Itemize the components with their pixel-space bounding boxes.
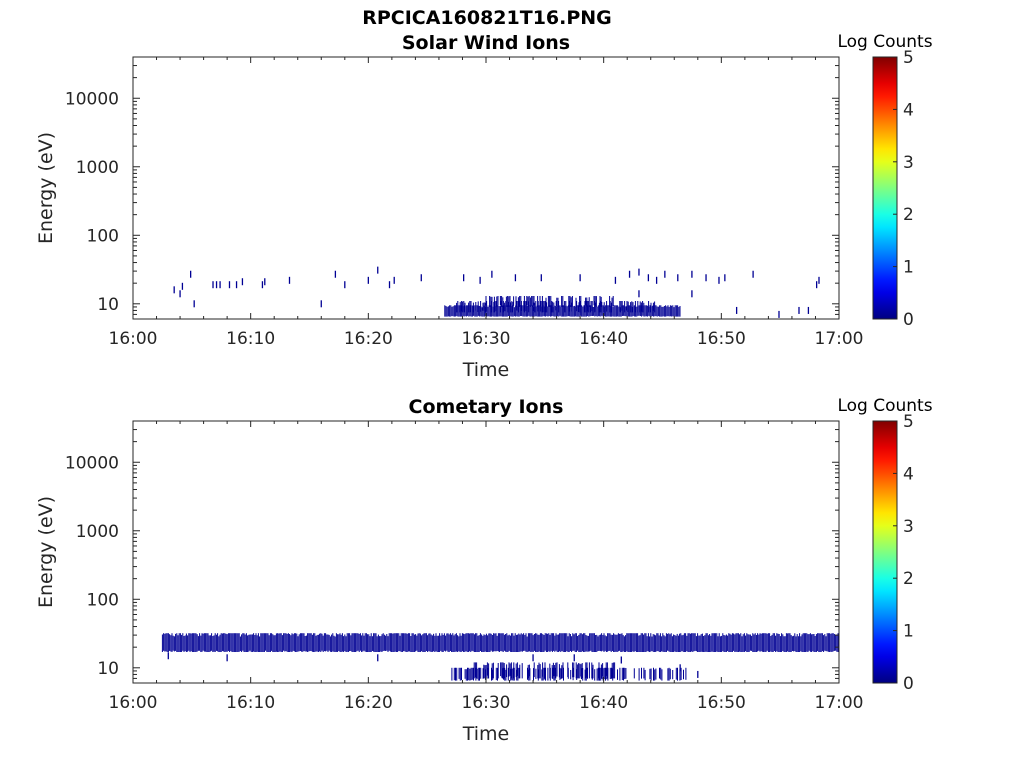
axes-frame [132, 56, 840, 320]
figure-title: RPCICA160821T16.PNG [362, 7, 612, 29]
x-tick-label: 16:40 [579, 329, 628, 349]
panel-title: Cometary Ions [409, 396, 564, 418]
y-tick-label: 10 [97, 295, 119, 315]
x-axis-label: Time [462, 723, 510, 745]
data-band [485, 296, 614, 307]
cometary-ions-panel: Cometary Ions 16:00 16:10 16:20 16:30 16:40 16… [35, 396, 933, 745]
y-tick-label: 1000 [76, 522, 119, 542]
x-tick-label: 16:00 [109, 329, 158, 349]
y-tick-label: 10000 [65, 453, 119, 473]
colorbar-tick-label: 4 [903, 464, 914, 484]
colorbar [872, 420, 898, 684]
data-band [473, 662, 616, 679]
y-tick-label: 100 [87, 226, 119, 246]
x-tick-label: 16:50 [697, 693, 746, 713]
data-band [444, 305, 681, 317]
y-tick-label: 10000 [65, 89, 119, 109]
y-tick-label: 10 [97, 659, 119, 679]
data-band [456, 301, 656, 313]
colorbar-tick-label: 1 [903, 258, 914, 278]
colorbar-tick-label: 2 [903, 205, 914, 225]
colorbar-tick-label: 5 [903, 48, 914, 68]
colorbar-label: Log Counts [837, 396, 932, 416]
y-axis-label: Energy (eV) [35, 132, 57, 244]
x-tick-label: 16:30 [462, 693, 511, 713]
colorbar-tick-label: 3 [903, 153, 914, 173]
solar-wind-ions-panel: Solar Wind Ions 16:00 16:10 16:20 16:30 16:40… [35, 32, 933, 381]
x-tick-label: 16:30 [462, 329, 511, 349]
colorbar-tick-label: 2 [903, 569, 914, 589]
colorbar-tick-label: 0 [903, 310, 914, 330]
data-layer [161, 633, 839, 681]
x-tick-label: 16:00 [109, 693, 158, 713]
colorbar-tick-label: 5 [903, 412, 914, 432]
colorbar-label: Log Counts [837, 32, 932, 52]
colorbar-tick-label: 4 [903, 100, 914, 120]
x-tick-label: 17:00 [815, 329, 864, 349]
x-tick-label: 16:50 [697, 329, 746, 349]
y-tick-label: 1000 [76, 158, 119, 178]
x-tick-label: 16:10 [226, 693, 275, 713]
x-tick-label: 16:20 [344, 693, 393, 713]
colorbar-tick-label: 3 [903, 517, 914, 537]
x-tick-label: 16:20 [344, 329, 393, 349]
y-tick-label: 100 [87, 590, 119, 610]
data-layer [173, 266, 820, 318]
x-tick-label: 17:00 [815, 693, 864, 713]
data-band [161, 633, 839, 652]
colorbar-tick-label: 1 [903, 622, 914, 642]
x-axis-label: Time [462, 359, 510, 381]
y-axis-label: Energy (eV) [35, 496, 57, 608]
x-tick-label: 16:40 [579, 693, 628, 713]
colorbar-tick-label: 0 [903, 674, 914, 694]
x-tick-label: 16:10 [226, 329, 275, 349]
panel-title: Solar Wind Ions [402, 32, 570, 54]
colorbar [872, 56, 898, 320]
